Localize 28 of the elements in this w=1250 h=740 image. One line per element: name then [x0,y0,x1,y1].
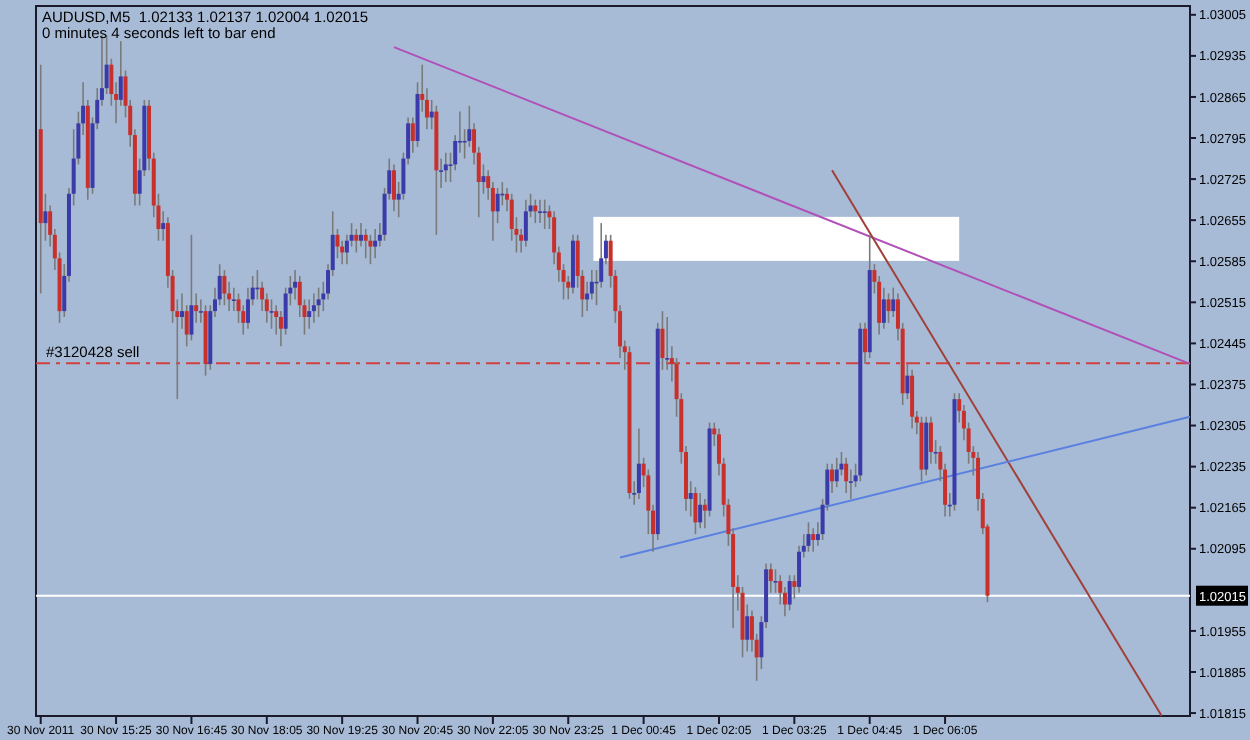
candlestick [222,269,227,307]
candlestick [368,234,373,265]
candlestick [636,427,641,500]
candlestick [834,457,839,488]
candlestick [311,292,316,324]
candlestick [316,286,321,318]
candlestick [844,457,849,494]
candlestick [698,492,703,530]
candlestick [307,298,312,330]
candlestick [570,234,575,295]
candlestick [523,198,528,248]
candlestick [910,369,915,430]
candlestick [924,415,929,477]
candlestick [542,198,547,230]
candlestick [787,574,792,612]
candlestick [269,298,274,330]
candlestick [693,486,698,535]
candlestick [354,228,359,254]
candlestick [537,198,542,224]
candlestick [886,292,891,324]
candlestick [391,163,396,213]
candlestick [189,234,194,342]
candlestick [363,228,368,260]
candlestick [919,415,924,483]
candlestick [806,521,811,553]
candlestick [443,151,448,183]
candlestick [373,228,378,260]
candlestick [811,527,816,553]
